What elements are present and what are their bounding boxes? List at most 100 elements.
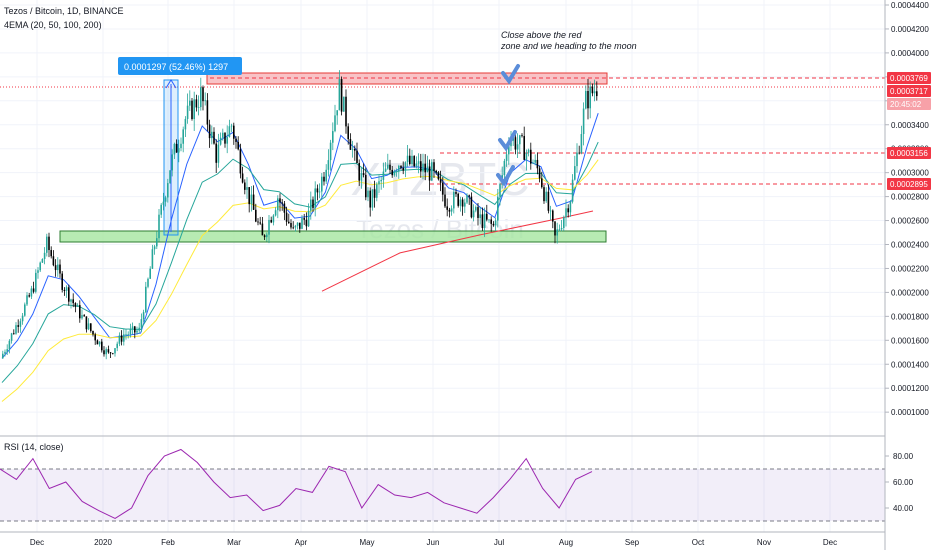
candle-body: [538, 168, 541, 179]
x-tick-label: 2020: [94, 538, 112, 547]
candle-body: [244, 182, 246, 190]
candle-body: [494, 220, 497, 226]
candle-body: [175, 143, 178, 153]
candle-body: [50, 250, 52, 257]
candle-body: [233, 125, 235, 139]
candle-body: [272, 215, 275, 223]
candle-body: [134, 326, 136, 333]
candle-body: [492, 223, 495, 226]
candle-body: [347, 126, 349, 140]
x-tick-label: Aug: [559, 538, 573, 547]
candle-body: [151, 249, 154, 269]
candle-body: [277, 198, 279, 211]
candle-body: [160, 204, 162, 215]
y-tick-label: 0.0003400: [891, 121, 929, 130]
candle-body: [26, 295, 28, 305]
candle-body: [107, 349, 110, 353]
candle-body: [382, 171, 385, 180]
candle-body: [156, 238, 158, 247]
rsi-band: [0, 469, 885, 521]
candle-body: [338, 79, 341, 111]
x-axis-ticks: Dec 2020 Feb Mar Apr May Jun Jul Aug Sep Oct Nov Dec: [30, 538, 837, 547]
candle-body: [519, 135, 521, 145]
ema-50-line: [1, 141, 599, 383]
candle-body: [481, 214, 484, 229]
candle-body: [486, 213, 488, 220]
candle-body: [585, 91, 587, 109]
candle-body: [79, 305, 81, 319]
candle-body: [65, 287, 68, 291]
candle-body: [261, 223, 264, 236]
candle-body: [120, 335, 123, 342]
candle-body: [24, 304, 26, 316]
candle-body: [6, 349, 8, 352]
price-tag: [887, 72, 931, 84]
candle-body: [576, 152, 578, 167]
candle-body: [230, 125, 233, 127]
candle-body: [167, 183, 169, 198]
candle-body: [391, 169, 393, 176]
annotation-line-2: zone and we heading to the moon: [500, 41, 637, 51]
candle-body: [398, 165, 400, 172]
candle-body: [76, 305, 79, 307]
candle-body: [356, 150, 358, 164]
candle-body: [195, 99, 198, 108]
candle-body: [85, 316, 88, 330]
candle-body: [263, 235, 266, 238]
candle-body: [217, 144, 220, 163]
candle-body: [450, 208, 453, 212]
candle-body: [164, 197, 167, 202]
candle-body: [87, 323, 90, 330]
candle-body: [371, 189, 374, 208]
y-tick-label: 0.0003000: [891, 169, 929, 178]
candle-body: [305, 219, 308, 227]
price-tag-label: 20:45:02: [890, 100, 922, 109]
candle-body: [204, 100, 206, 102]
candle-body: [127, 334, 129, 336]
candle-body: [490, 219, 492, 224]
candle-body: [52, 256, 55, 266]
candle-body: [138, 327, 140, 331]
candle-body: [10, 333, 13, 341]
candle-body: [145, 286, 147, 313]
candle-body: [123, 334, 125, 342]
candle-body: [437, 172, 440, 180]
candle-body: [288, 221, 290, 223]
candle-body: [224, 132, 226, 144]
candle-body: [510, 140, 512, 147]
candle-body: [464, 202, 466, 207]
candle-body: [316, 188, 319, 193]
candle-body: [325, 169, 327, 182]
candle-body: [83, 315, 85, 317]
candle-body: [534, 159, 536, 163]
measure-label-bg: [118, 57, 242, 75]
candle-body: [90, 323, 92, 331]
candle-body: [259, 222, 261, 224]
candle-body: [169, 170, 171, 184]
candle-body: [521, 135, 523, 137]
candle-body: [567, 208, 569, 213]
candle-body: [184, 118, 187, 130]
candle-body: [92, 330, 94, 335]
price-tag: [887, 147, 931, 159]
candle-body: [153, 246, 156, 250]
candle-body: [479, 214, 481, 218]
candle-body: [30, 288, 33, 297]
candle-body: [197, 107, 200, 108]
candle-body: [457, 193, 459, 206]
y-tick-label: 0.0002400: [891, 241, 929, 250]
candle-body: [182, 129, 184, 144]
candle-body: [389, 164, 391, 170]
candle-body: [241, 173, 244, 183]
price-tag-label: 0.0003156: [890, 149, 928, 158]
candle-body: [560, 227, 563, 230]
candle-body: [547, 191, 550, 211]
x-tick-label: Apr: [295, 538, 308, 547]
y-tick-label: 0.0001600: [891, 336, 929, 345]
price-tags: 0.0003769 0.0003717 20:45:02 0.0003156 0.000…: [887, 72, 931, 190]
candle-body: [105, 349, 107, 355]
y-tick-label: 0.0001200: [891, 384, 929, 393]
rsi-tick-label: 40.00: [893, 504, 914, 513]
candle-body: [103, 350, 105, 355]
y-tick-label: 0.0004400: [891, 1, 929, 10]
